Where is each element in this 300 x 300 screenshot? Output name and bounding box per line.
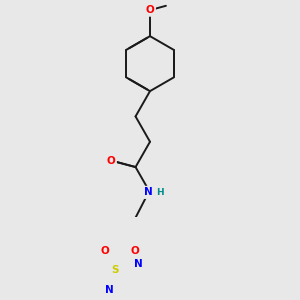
Text: N: N [134,259,143,269]
Text: H: H [156,188,164,197]
Text: N: N [144,188,153,197]
Text: N: N [105,285,114,295]
Text: O: O [106,156,115,166]
Text: O: O [130,246,139,256]
Text: O: O [146,5,154,15]
Text: S: S [112,265,119,275]
Text: O: O [100,246,109,256]
